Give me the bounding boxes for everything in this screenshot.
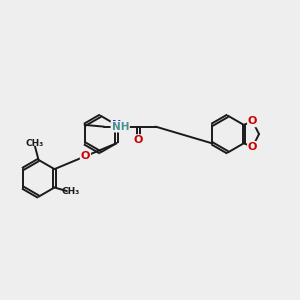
Text: NH: NH [112,122,129,132]
Text: O: O [81,151,90,161]
Text: O: O [134,135,143,145]
Text: N: N [112,120,121,130]
Text: O: O [248,142,257,152]
Text: CH₃: CH₃ [62,187,80,196]
Text: O: O [248,116,257,126]
Text: CH₃: CH₃ [26,139,44,148]
